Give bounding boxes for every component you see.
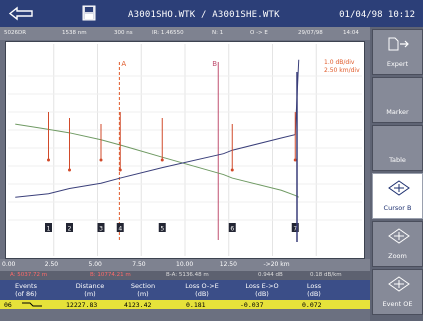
- col-loss-oe: Loss O->E (dB): [185, 282, 219, 298]
- horizontal-scale-label: 2.50 km/div: [324, 67, 360, 74]
- event-number-label: 1: [47, 226, 51, 233]
- cursor-diamond-icon: [388, 180, 410, 196]
- zoom-diamond-icon: [388, 228, 410, 244]
- x-tick-label: 5.00: [88, 261, 102, 268]
- event-marker-dot: [99, 158, 103, 162]
- status-strip: [0, 309, 370, 321]
- direction: O -> E: [250, 30, 268, 36]
- vertical-scale-label: 1.0 dB/div: [324, 59, 355, 66]
- x-tick-label: 10.00: [176, 261, 194, 268]
- cursor-loss-db: 0.944 dB: [258, 272, 283, 278]
- pulse-width: 300 ns: [114, 30, 133, 36]
- event-number-box: [66, 223, 73, 232]
- event-number-label: 4: [118, 226, 122, 233]
- measurement-info-bar: 5026DR 1538 nm 300 ns IR: 1.46550 N: 1 O…: [0, 27, 370, 40]
- event-section: 4123.42: [124, 301, 152, 309]
- x-tick-label: 12.50: [219, 261, 237, 268]
- x-tick-label: ->20 km: [263, 261, 290, 268]
- save-disk-icon[interactable]: [82, 5, 96, 21]
- x-tick-label: 0.00: [2, 261, 16, 268]
- file-names: A3001SHO.WTK / A3001SHE.WTK: [128, 10, 280, 20]
- softkey-sidebar: Expert Marker Table Cursor B Zoom Event …: [370, 27, 423, 321]
- event-marker-dot: [68, 168, 71, 172]
- event-number-box: [228, 223, 236, 232]
- acquisition-time: 14:04: [343, 30, 359, 36]
- cursor-a-distance: A: 5037.72 m: [10, 272, 48, 278]
- col-distance: Distance (m): [75, 282, 105, 298]
- col-loss: Loss (dB): [306, 282, 322, 298]
- cursor-b-label: B: [212, 60, 217, 68]
- event-number: 06: [4, 301, 12, 309]
- event-loss-eo: -0.037: [240, 301, 264, 309]
- event-number-box: [97, 223, 105, 232]
- event-number-box: [116, 223, 124, 232]
- table-row[interactable]: 06 12227.83 4123.42 0.181 -0.037 0.072: [0, 300, 370, 309]
- event-marker-dot: [293, 158, 297, 162]
- cursor-b-button[interactable]: Cursor B: [372, 173, 423, 219]
- col-section: Section (m): [130, 282, 156, 298]
- expert-button[interactable]: Expert: [372, 29, 423, 75]
- col-loss-eo: Loss E->O (dB): [245, 282, 279, 298]
- trace-line-2: [15, 59, 300, 198]
- event-marker-dot: [160, 158, 164, 162]
- event-number-label: 2: [68, 226, 72, 233]
- events-table-header: Events (of 86) Distance (m) Section (m) Los…: [0, 280, 370, 300]
- table-button[interactable]: Table: [372, 125, 423, 171]
- cursor-readout-bar: A: 5037.72 m B: 10774.21 m B-A: 5136.48 …: [0, 271, 370, 280]
- event-number-label: 7: [293, 226, 297, 233]
- event-number-box: [291, 223, 299, 232]
- event-oe-button[interactable]: Event OE: [372, 269, 423, 315]
- title-bar: A3001SHO.WTK / A3001SHE.WTK 01/04/98 10:…: [0, 0, 423, 27]
- event-number-label: 5: [160, 226, 164, 233]
- cursor-b-distance: B: 10774.21 m: [90, 272, 131, 278]
- event-marker-dot: [47, 158, 50, 162]
- cursor-loss-db-km: 0.18 dB/km: [310, 272, 342, 278]
- cursor-a-label: A: [121, 60, 126, 68]
- averages: N: 1: [212, 30, 224, 36]
- date-time: 01/04/98 10:12: [339, 10, 415, 20]
- wavelength: 1538 nm: [62, 30, 87, 36]
- acquisition-date: 29/07/98: [298, 30, 323, 36]
- event-diamond-icon: [388, 276, 410, 292]
- trace-line-1: [15, 123, 299, 198]
- splice-event-icon: [22, 302, 42, 307]
- event-number-box: [158, 223, 166, 232]
- arrow-in-icon: [388, 37, 409, 51]
- x-axis: 0.00 2.50 5.00 7.50 10.00 12.50 ->20 km: [0, 259, 370, 271]
- zoom-button[interactable]: Zoom: [372, 221, 423, 267]
- marker-button[interactable]: Marker: [372, 77, 423, 123]
- event-number-label: 3: [99, 226, 103, 233]
- otdr-trace-plot[interactable]: A B 1.0 dB/div 2.50 km/div 1 2 3 4 5 6 7: [5, 41, 365, 259]
- event-distance: 12227.83: [66, 301, 98, 309]
- back-arrow-icon[interactable]: [8, 6, 34, 21]
- x-tick-label: 2.50: [44, 261, 59, 268]
- event-marker-dot: [230, 168, 234, 172]
- cursor-b-minus-a: B-A: 5136.48 m: [166, 272, 209, 278]
- event-loss: 0.072: [302, 301, 322, 309]
- col-events: Events (of 86): [14, 282, 37, 298]
- index-of-refraction: IR: 1.46550: [152, 30, 184, 36]
- event-number-box: [45, 223, 52, 232]
- x-tick-label: 7.50: [132, 261, 146, 268]
- event-marker-dot: [118, 168, 122, 172]
- event-loss-oe: 0.181: [186, 301, 206, 309]
- instrument-model: 5026DR: [4, 30, 27, 36]
- event-number-label: 6: [230, 226, 234, 233]
